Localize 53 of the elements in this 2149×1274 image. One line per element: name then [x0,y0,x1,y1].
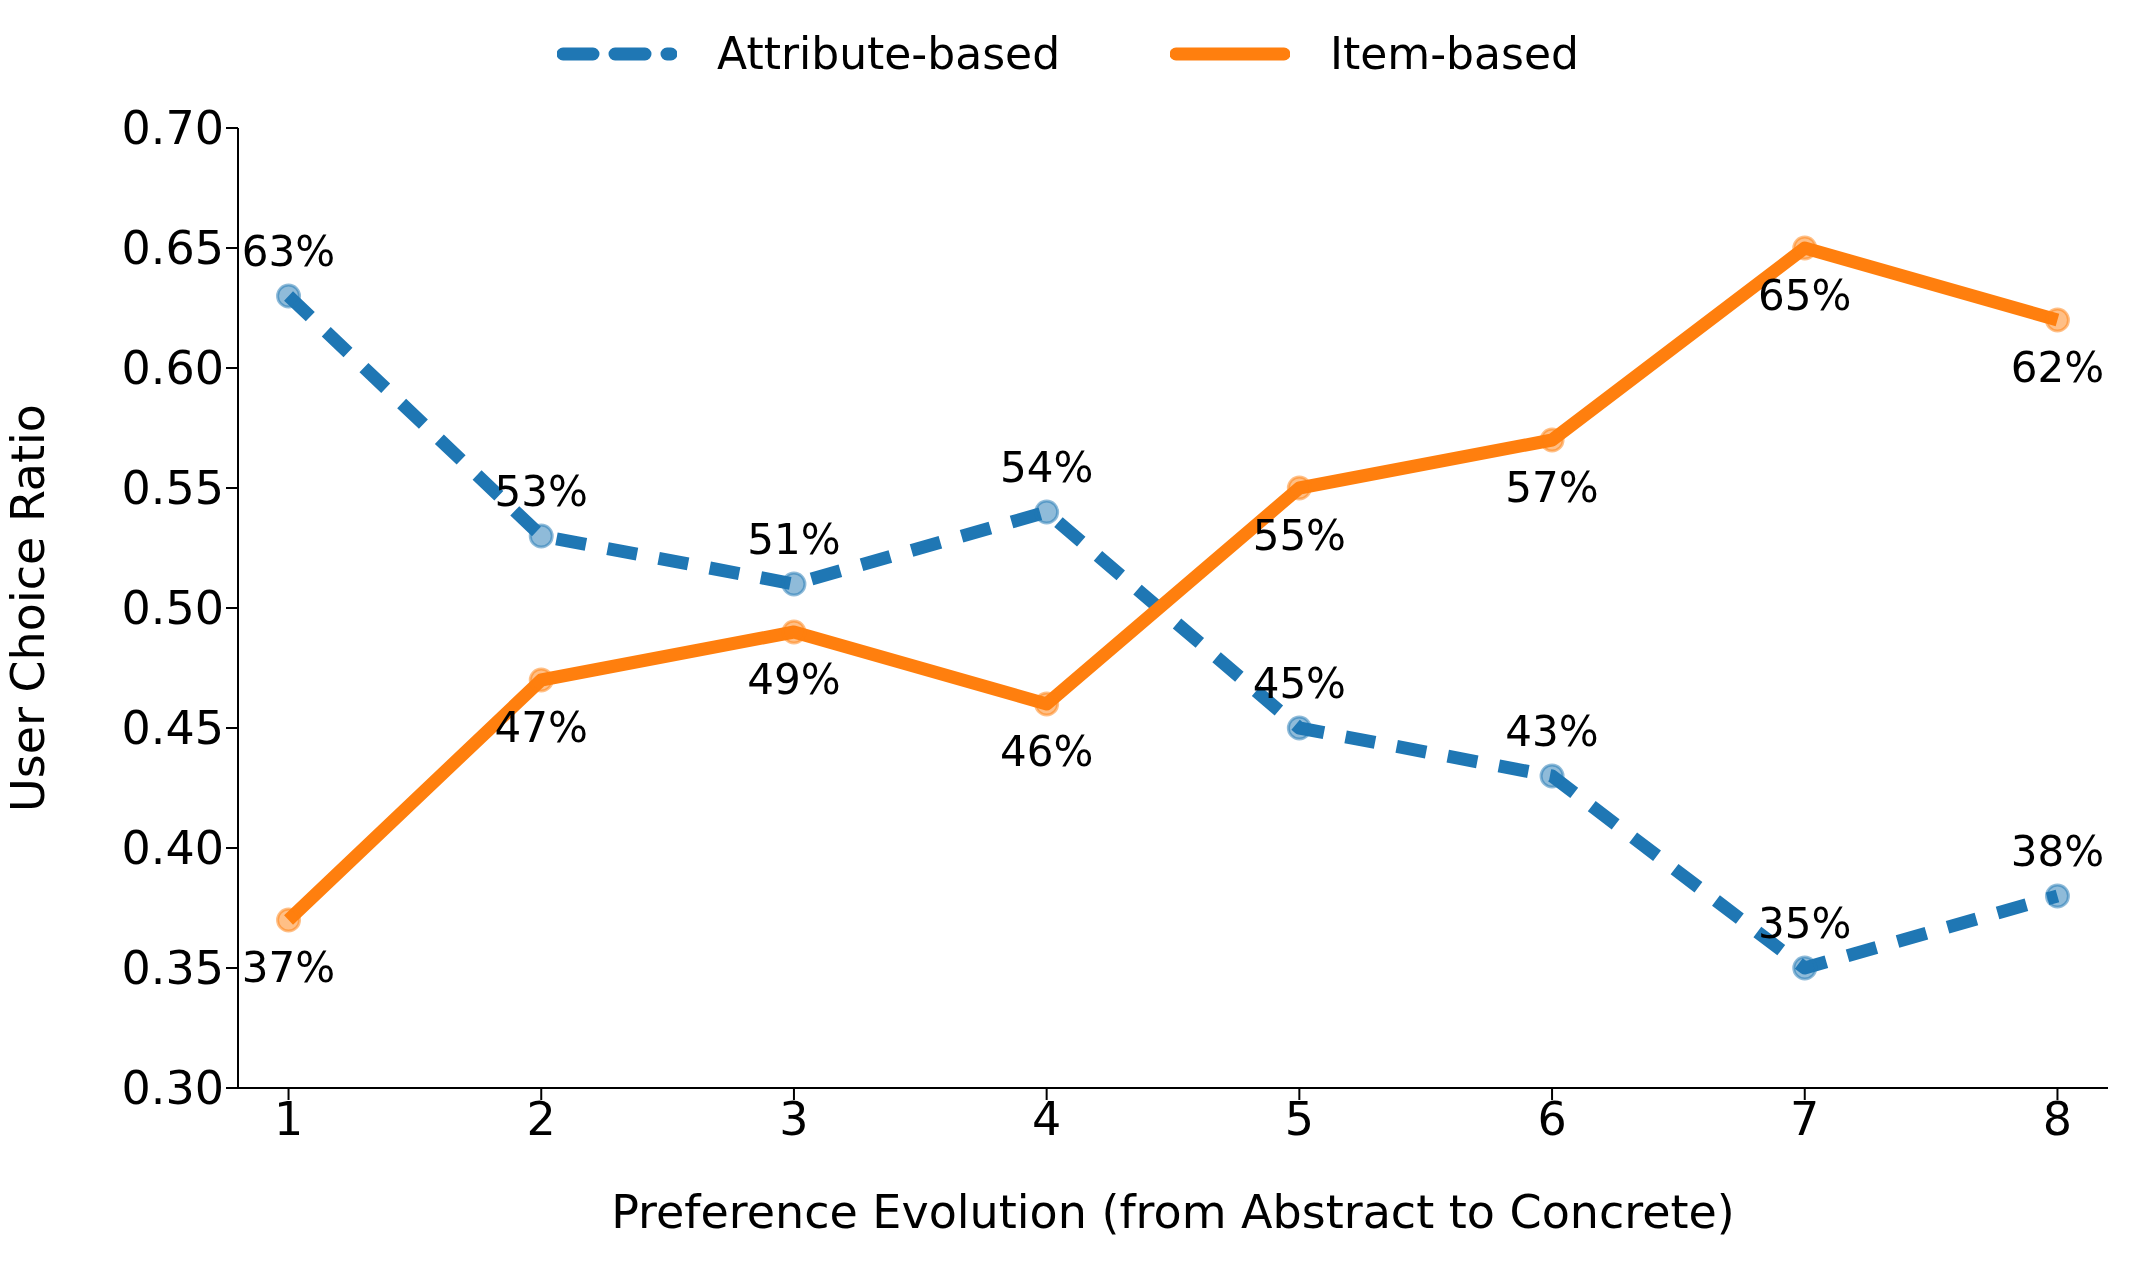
point [781,619,807,645]
data-label: 46% [999,727,1094,776]
data-label: 55% [1252,511,1347,560]
point [1034,499,1060,525]
y-tick-label: 0.60 [121,341,224,396]
data-label: 53% [494,467,588,516]
x-tick-label: 1 [273,1091,304,1146]
data-label: 38% [2010,827,2105,876]
y-tick-label: 0.70 [121,101,224,156]
data-label: 65% [1758,271,1852,320]
point [528,667,554,693]
y-tick-label: 0.30 [121,1061,224,1116]
point [2044,307,2070,333]
legend-label: Item-based [1330,28,1579,79]
y-tick-label: 0.35 [121,941,224,996]
point [1286,475,1312,501]
data-label: 43% [1505,707,1599,756]
y-tick-label: 0.55 [121,461,224,516]
y-tick-label: 0.45 [121,701,224,756]
point [2044,883,2070,909]
point [1286,715,1312,741]
y-tick-label: 0.65 [121,221,224,276]
y-axis-title: User Choice Ratio [1,404,56,812]
point [1034,691,1060,717]
legend-label: Attribute-based [717,28,1061,79]
x-tick-label: 8 [2042,1091,2073,1146]
data-label: 51% [747,515,841,564]
data-label: 37% [241,943,336,992]
x-axis-title: Preference Evolution (from Abstract to Concrete) [611,1185,1735,1239]
data-label: 54% [999,443,1094,492]
data-label: 47% [494,703,588,752]
point [1539,427,1565,453]
data-label: 35% [1758,899,1852,948]
x-tick-label: 3 [779,1091,809,1146]
x-tick-label: 4 [1032,1091,1062,1146]
data-label: 57% [1505,463,1599,512]
data-label: 49% [747,655,841,704]
x-tick-label: 6 [1537,1091,1567,1146]
data-label: 62% [2010,343,2105,392]
point [1792,955,1818,981]
point [276,283,302,309]
x-tick-label: 7 [1790,1091,1820,1146]
data-label: 63% [241,227,336,276]
point [276,907,302,933]
x-tick-label: 2 [526,1091,556,1146]
y-tick-label: 0.50 [121,581,224,636]
x-tick-label: 5 [1284,1091,1314,1146]
point [781,571,807,597]
y-tick-label: 0.40 [121,821,224,876]
point [528,523,554,549]
point [1792,235,1818,261]
point [1539,763,1565,789]
data-label: 45% [1252,659,1347,708]
